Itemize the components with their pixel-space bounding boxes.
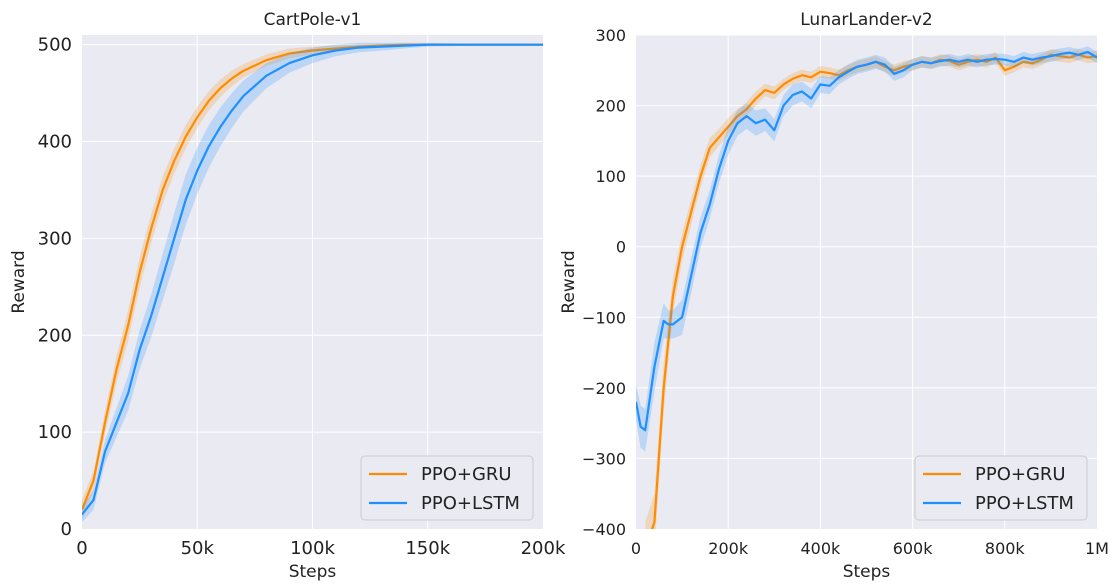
y-tick-label: 100 bbox=[38, 422, 72, 443]
series-line bbox=[636, 50, 1097, 432]
chart-title: LunarLander-v2 bbox=[800, 10, 933, 30]
x-tick-label: 100k bbox=[290, 538, 335, 559]
x-tick-label: 200k bbox=[521, 538, 566, 559]
x-axis-label: Steps bbox=[843, 562, 891, 582]
legend: PPO+GRU PPO+LSTM bbox=[360, 455, 534, 521]
y-tick-label: 200 bbox=[595, 97, 626, 116]
y-tick-label: 200 bbox=[38, 325, 72, 346]
chart-title: CartPole-v1 bbox=[264, 10, 362, 30]
y-tick-label: 0 bbox=[616, 238, 626, 257]
x-tick-label: 0 bbox=[631, 539, 641, 558]
series-group bbox=[636, 46, 1097, 529]
legend-label: PPO+LSTM bbox=[421, 493, 520, 514]
y-tick-label: 100 bbox=[595, 167, 626, 186]
x-tick-label: 1M bbox=[1085, 539, 1109, 558]
x-tick-label: 50k bbox=[181, 538, 215, 559]
x-tick-label: 150k bbox=[405, 538, 450, 559]
confidence-band bbox=[82, 42, 543, 523]
series-line bbox=[82, 43, 543, 516]
y-tick-label: 400 bbox=[38, 132, 72, 153]
cartpole-chart: 0 50k 100k 150k 200k 0 100 200 300 400 500 CartPole… bbox=[9, 10, 566, 582]
y-tick-label: −300 bbox=[582, 449, 626, 468]
legend-label: PPO+LSTM bbox=[975, 493, 1074, 514]
y-tick-label: 500 bbox=[38, 35, 72, 56]
legend-label: PPO+GRU bbox=[421, 464, 512, 485]
y-tick-label: −100 bbox=[582, 308, 626, 327]
x-tick-label: 400k bbox=[800, 539, 841, 558]
x-tick-label: 800k bbox=[985, 539, 1026, 558]
x-axis-label: Steps bbox=[289, 562, 337, 582]
plot-area bbox=[636, 35, 1097, 529]
x-tick-label: 200k bbox=[708, 539, 749, 558]
x-tick-label: 0 bbox=[76, 538, 87, 559]
y-axis-label: Reward bbox=[559, 250, 579, 313]
x-tick-label: 600k bbox=[893, 539, 934, 558]
y-tick-label: −200 bbox=[582, 379, 626, 398]
legend-label: PPO+GRU bbox=[975, 464, 1066, 485]
y-tick-label: 0 bbox=[61, 519, 72, 540]
y-tick-label: 300 bbox=[595, 26, 626, 45]
legend: PPO+GRU PPO+LSTM bbox=[914, 455, 1088, 521]
lunarlander-chart: 0 200k 400k 600k 800k 1M −400 −300 −200 −100 0 100 2… bbox=[559, 10, 1109, 582]
y-tick-label: 300 bbox=[38, 228, 72, 249]
y-axis-label: Reward bbox=[9, 250, 29, 313]
y-tick-label: −400 bbox=[582, 520, 626, 539]
series-group bbox=[82, 42, 543, 523]
